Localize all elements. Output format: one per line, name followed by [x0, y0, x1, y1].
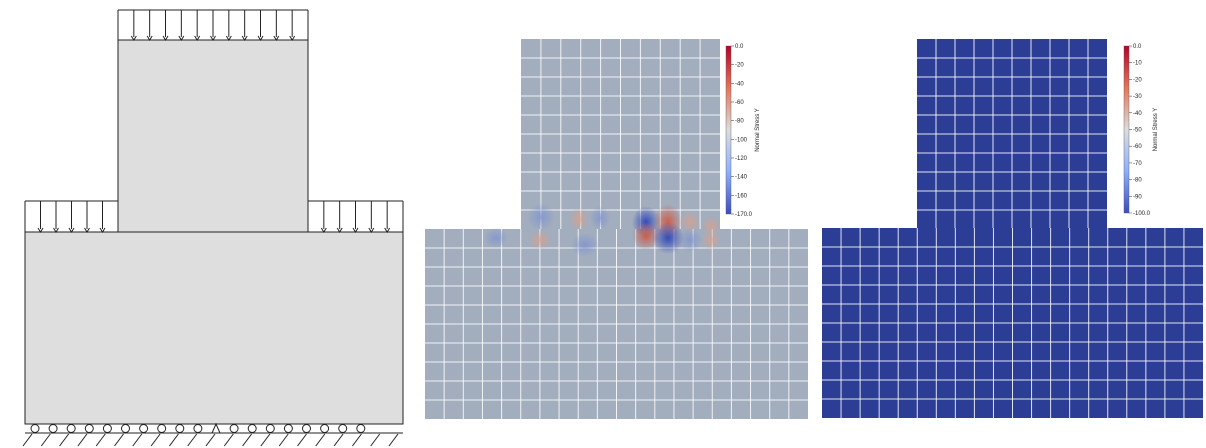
colorbar-2-title: Normal Stress Y — [1153, 108, 1159, 152]
colorbar-2-tick-label: 0.0 — [1133, 44, 1142, 50]
colorbar-2-tick-label: -70 — [1133, 161, 1142, 167]
colorbar-2-tick-label: -80 — [1133, 178, 1142, 184]
colorbar-1-tick-label: -140 — [735, 175, 748, 181]
foundation-block — [24, 231, 404, 425]
colorbar-2-tick-label: -10 — [1133, 61, 1142, 67]
colorbar-1-tick-label: -80 — [735, 119, 744, 125]
colorbar-2-tick-label: -30 — [1133, 94, 1142, 100]
colorbar-1-tick-label: -100 — [735, 137, 748, 143]
colorbar-1-tick-label: -160 — [735, 193, 748, 199]
colorbar-1-title: Normal Stress Y — [755, 108, 761, 152]
colorbar-2-tick-label: -90 — [1133, 194, 1142, 200]
colorbar-2-tick-label: -100.0 — [1133, 211, 1151, 217]
colorbar-1-tick-label: -40 — [735, 81, 744, 87]
distributed-load-arrows — [24, 9, 404, 233]
colorbar-2-tick-label: -40 — [1133, 111, 1142, 117]
colorbar-1-tick-label: -20 — [735, 63, 744, 69]
stress-mesh-panel-2: 0.0 -10 -20 -30 -40 -50 -60 -70 -80 -90 -100.0 Norm… — [822, 39, 1203, 418]
colorbar-1: 0.0 -20 -40 -60 -80 -100 -120 -140 -160 -170.0 Nor… — [725, 44, 761, 218]
colorbar-1-tick-label: 0.0 — [735, 44, 744, 50]
colorbar-1-tick-label: -120 — [735, 156, 748, 162]
support-row — [22, 422, 403, 447]
colorbar-2: 0.0 -10 -20 -30 -40 -50 -60 -70 -80 -90 -100.0 Norm… — [1123, 44, 1159, 217]
mesh-grid — [822, 39, 1203, 418]
colorbar-2-tick-label: -60 — [1133, 144, 1142, 150]
column-block — [117, 39, 309, 233]
colorbar-1-tick-label: -60 — [735, 100, 744, 106]
colorbar-2-tick-label: -50 — [1133, 128, 1142, 134]
stress-concentration-spots — [484, 203, 721, 257]
colorbar-2-tick-label: -20 — [1133, 77, 1142, 83]
colorbar-2-gradient-bar — [1123, 45, 1130, 214]
colorbar-1-gradient-bar — [725, 45, 732, 215]
schematic-panel — [22, 9, 404, 447]
mesh-grid — [425, 39, 808, 419]
colorbar-1-tick-label: -170.0 — [735, 212, 753, 218]
stress-mesh-panel-1: 0.0 -20 -40 -60 -80 -100 -120 -140 -160 -170.0 Nor… — [425, 39, 808, 419]
